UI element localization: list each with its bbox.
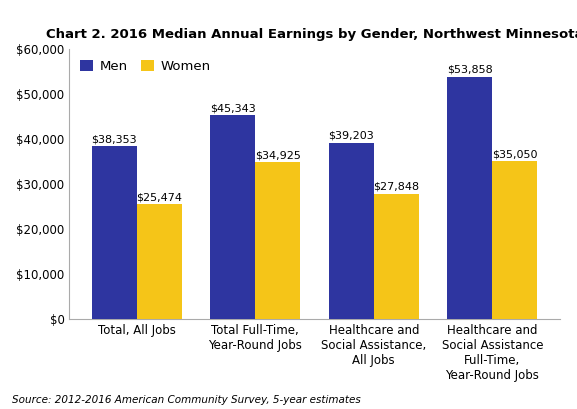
Text: $27,848: $27,848 bbox=[373, 182, 419, 192]
Text: $25,474: $25,474 bbox=[136, 193, 182, 202]
Bar bbox=[374, 194, 419, 319]
Text: Source: 2012-2016 American Community Survey, 5-year estimates: Source: 2012-2016 American Community Sur… bbox=[12, 395, 360, 405]
Text: $53,858: $53,858 bbox=[447, 65, 493, 75]
Title: Chart 2. 2016 Median Annual Earnings by Gender, Northwest Minnesota: Chart 2. 2016 Median Annual Earnings by … bbox=[46, 28, 577, 41]
Text: $38,353: $38,353 bbox=[91, 135, 137, 145]
Text: $39,203: $39,203 bbox=[328, 131, 374, 141]
Bar bbox=[92, 146, 137, 319]
Bar bbox=[492, 161, 537, 319]
Bar bbox=[210, 115, 255, 319]
Bar bbox=[255, 162, 300, 319]
Text: $35,050: $35,050 bbox=[492, 150, 538, 160]
Bar bbox=[329, 143, 374, 319]
Bar bbox=[447, 77, 492, 319]
Text: $34,925: $34,925 bbox=[255, 150, 301, 160]
Text: $45,343: $45,343 bbox=[210, 103, 256, 113]
Legend: Men, Women: Men, Women bbox=[76, 56, 215, 77]
Bar bbox=[137, 204, 182, 319]
